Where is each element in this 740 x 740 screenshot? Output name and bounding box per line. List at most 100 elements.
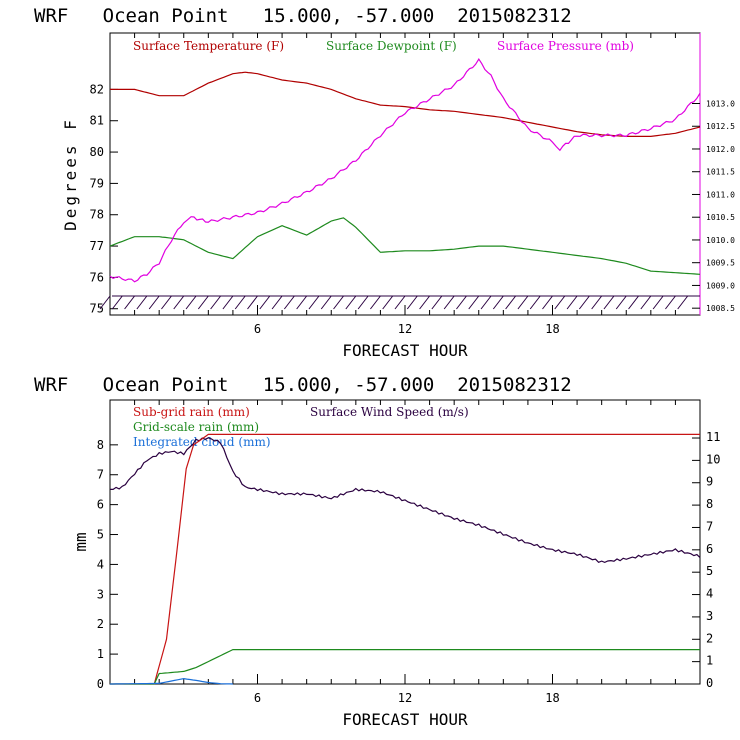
y2-tick-label: 1009.5 <box>706 259 735 268</box>
wind-barb <box>566 295 578 310</box>
bottom-x-axis: 6 12 18 <box>254 674 560 705</box>
y2-tick-label: 3 <box>706 609 713 623</box>
wind-barb <box>259 295 271 310</box>
wind-barb <box>283 295 295 310</box>
line-surface-dewpoint <box>109 217 701 275</box>
wind-barb <box>505 295 517 310</box>
wind-barb <box>419 295 430 310</box>
legend-surface-dewpoint: Surface Dewpoint (F) <box>326 39 457 53</box>
bottom-chart-title: WRF Ocean Point 15.000, -57.000 20150823… <box>34 374 572 396</box>
y2-tick-label: 11 <box>706 430 720 444</box>
bottom-minor-ticks <box>134 400 676 684</box>
wind-barb <box>652 295 664 310</box>
wind-barbs <box>99 295 700 310</box>
y2-tick-label: 1011.5 <box>706 168 735 177</box>
y-tick-label: 80 <box>90 145 104 159</box>
y-tick-label: 77 <box>90 239 104 253</box>
line-gridscale-rain <box>110 649 700 685</box>
y2-tick-label: 1 <box>706 654 713 668</box>
wind-barb <box>148 295 160 310</box>
y-tick-label: 8 <box>97 438 104 452</box>
wind-barb <box>394 295 406 310</box>
wind-barb <box>529 295 541 310</box>
legend-surface-wind-speed: Surface Wind Speed (m/s) <box>310 405 469 419</box>
wind-barb <box>124 295 135 310</box>
legend-integrated-cloud: Integrated cloud (mm) <box>133 435 271 449</box>
y2-tick-label: 10 <box>706 452 720 466</box>
y-tick-label: 76 <box>90 270 104 284</box>
wind-barb <box>308 295 320 310</box>
y2-tick-label: 9 <box>706 475 713 489</box>
wind-barb <box>333 295 344 310</box>
wind-barb <box>99 295 111 310</box>
wind-barb <box>222 295 234 310</box>
wind-barb <box>480 295 492 310</box>
y2-tick-label: 1008.5 <box>706 304 735 313</box>
wind-barb <box>665 295 676 310</box>
line-integrated-cloud <box>110 677 233 685</box>
line-surface-wind-speed <box>110 437 701 564</box>
top-panel: WRF Ocean Point 15.000, -57.000 20150823… <box>34 5 735 360</box>
legend-gridscale-rain: Grid-scale rain (mm) <box>133 420 259 434</box>
wind-barb <box>320 295 332 310</box>
legend-subgrid-rain: Sub-grid rain (mm) <box>133 405 250 419</box>
x-tick-label: 12 <box>398 691 412 705</box>
y2-tick-label: 1012.0 <box>706 145 735 154</box>
x-tick-label: 18 <box>545 691 559 705</box>
wind-barb <box>431 295 443 310</box>
wind-barb <box>111 295 123 310</box>
x-tick-label: 6 <box>254 322 261 336</box>
bottom-legend: Sub-grid rain (mm) Surface Wind Speed (m… <box>133 405 469 449</box>
top-left-axis: 75 76 77 78 79 80 81 82 <box>90 82 118 316</box>
wind-barb <box>173 295 185 310</box>
y2-tick-label: 0 <box>706 676 713 690</box>
y2-tick-label: 1010.5 <box>706 213 735 222</box>
wind-barb <box>197 295 209 310</box>
y-tick-label: 81 <box>90 114 104 128</box>
wind-barb <box>406 295 418 310</box>
bottom-left-axis: 0 1 2 3 4 5 6 7 8 <box>97 438 118 691</box>
y-tick-label: 75 <box>90 302 104 316</box>
line-subgrid-rain <box>110 433 700 685</box>
wind-barb <box>468 295 480 310</box>
wind-barb <box>136 295 148 310</box>
y-tick-label: 2 <box>97 617 104 631</box>
top-legend: Surface Temperature (F) Surface Dewpoint… <box>133 39 634 53</box>
bottom-x-axis-label: FORECAST HOUR <box>342 710 468 729</box>
top-right-axis: 1008.5 1009.0 1009.5 1010.0 1010.5 1011.0 1011… <box>692 100 735 313</box>
x-tick-label: 18 <box>545 322 559 336</box>
top-x-axis-label: FORECAST HOUR <box>342 341 468 360</box>
wind-barb <box>210 295 222 310</box>
y2-tick-label: 1011.0 <box>706 190 735 199</box>
x-tick-label: 6 <box>254 691 261 705</box>
wind-barb <box>345 295 357 310</box>
wind-barb <box>554 295 566 310</box>
bottom-right-axis: 0 1 2 3 4 5 6 7 8 9 10 11 <box>692 430 720 690</box>
wind-barb <box>640 295 652 310</box>
line-surface-temperature <box>110 71 701 137</box>
y-tick-label: 82 <box>90 82 104 96</box>
wind-barb <box>603 295 615 310</box>
wind-barb <box>456 295 467 310</box>
wind-barb <box>382 295 394 310</box>
wind-barb <box>370 295 381 310</box>
y-tick-label: 3 <box>97 587 104 601</box>
wind-barb <box>357 295 369 310</box>
wind-barb <box>677 295 689 310</box>
top-y-axis-label: Degrees F <box>61 117 80 231</box>
y-tick-label: 1 <box>97 647 104 661</box>
x-tick-label: 12 <box>398 322 412 336</box>
wind-barb <box>247 295 258 310</box>
y-tick-label: 4 <box>97 557 104 571</box>
wind-barb <box>271 295 283 310</box>
y2-tick-label: 7 <box>706 519 713 533</box>
top-plot-frame <box>109 32 701 316</box>
wind-barb <box>443 295 455 310</box>
y2-tick-label: 4 <box>706 587 713 601</box>
y-tick-label: 79 <box>90 176 104 190</box>
wind-barb <box>161 295 172 310</box>
y2-tick-label: 2 <box>706 631 713 645</box>
wind-barb <box>492 295 504 310</box>
bottom-y-axis-label: mm <box>71 532 90 551</box>
